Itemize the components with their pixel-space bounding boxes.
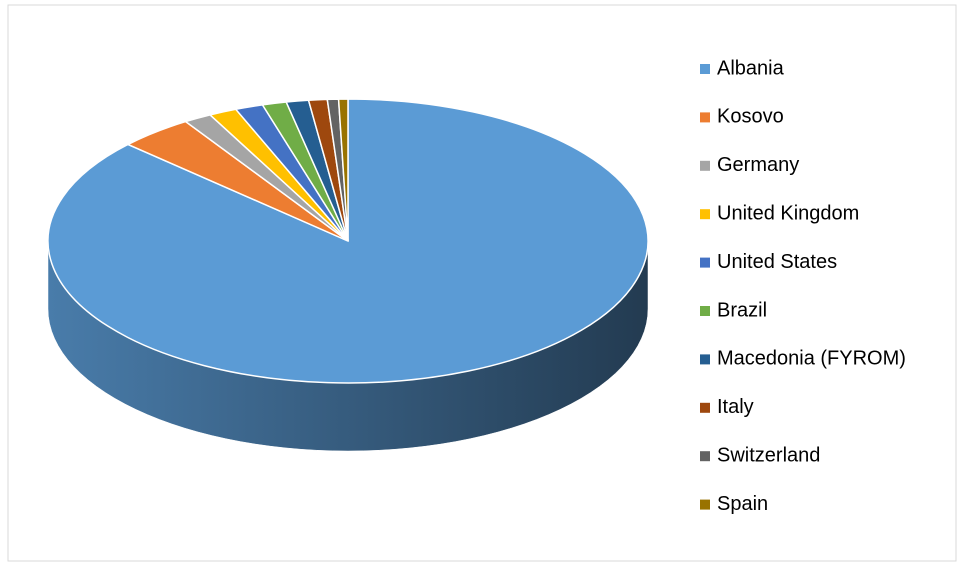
legend-label: Albania — [717, 57, 785, 79]
legend-marker — [700, 451, 710, 462]
legend-marker — [700, 64, 710, 74]
legend-label: Spain — [717, 493, 768, 515]
legend-label: Macedonia (FYROM) — [717, 348, 906, 370]
legend-label: Italy — [717, 396, 754, 418]
legend-marker — [700, 257, 710, 268]
legend-marker — [700, 354, 710, 365]
legend-marker — [700, 402, 710, 413]
legend-marker — [700, 209, 710, 220]
legend-label: United States — [717, 251, 837, 273]
legend-marker — [700, 306, 710, 316]
legend-label: Brazil — [717, 299, 767, 321]
legend-marker — [700, 499, 710, 510]
legend-marker — [700, 160, 710, 171]
legend-label: Kosovo — [717, 106, 784, 128]
legend-label: Switzerland — [717, 444, 820, 466]
legend-label: Germany — [717, 154, 799, 176]
slice — [337, 98, 349, 242]
legend-marker — [700, 112, 710, 123]
legend-label: United Kingdom — [717, 202, 859, 224]
